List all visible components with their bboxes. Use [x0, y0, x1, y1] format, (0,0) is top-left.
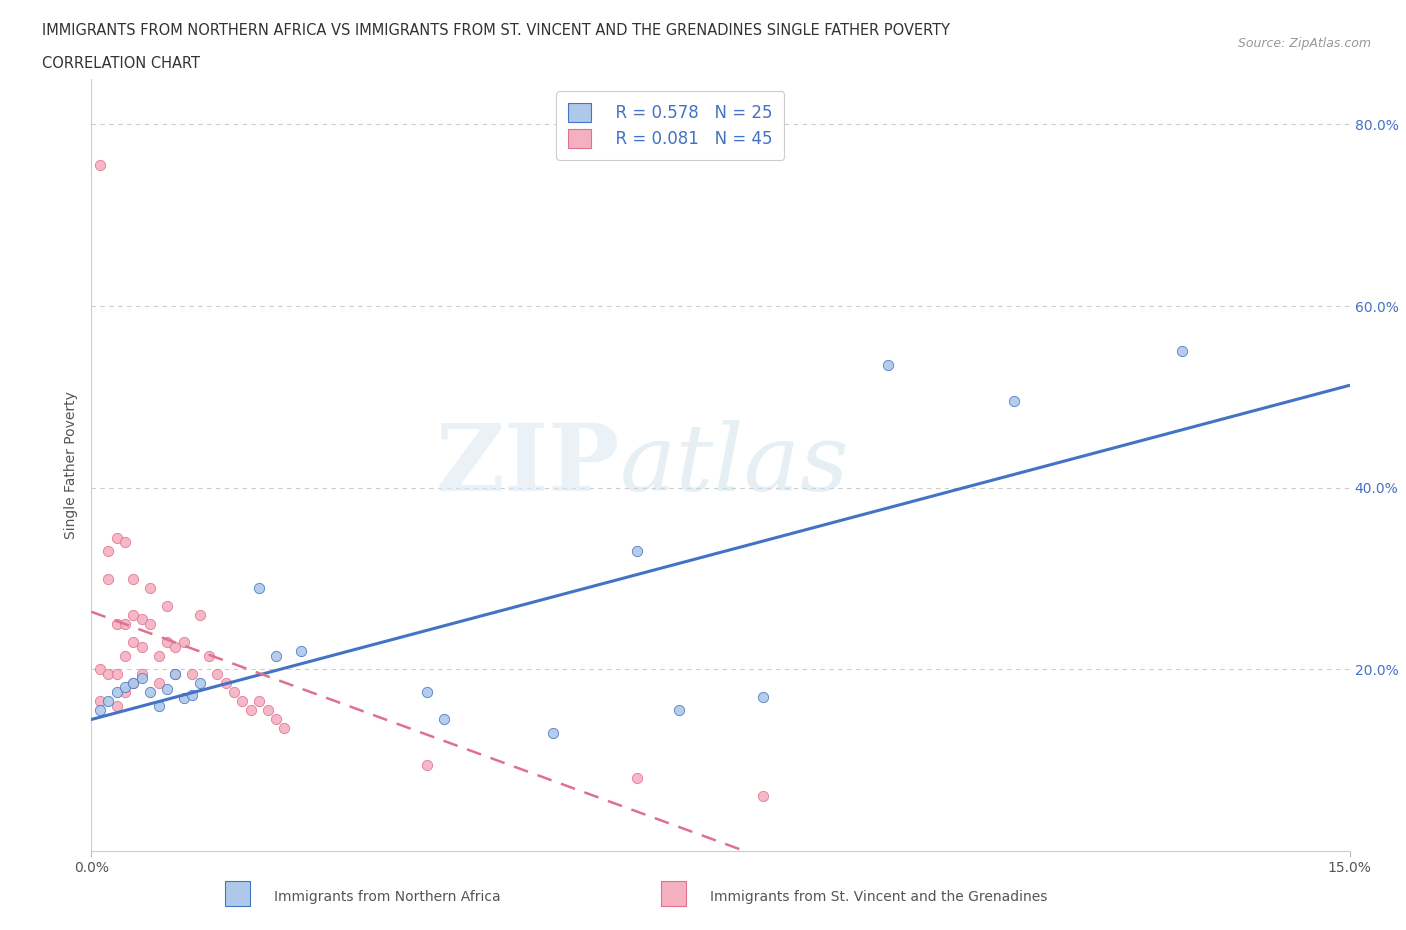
Point — [1171, 344, 1194, 359]
Point — [173, 634, 195, 649]
Point — [173, 691, 195, 706]
Point — [205, 667, 228, 682]
Point — [89, 703, 111, 718]
Point — [97, 667, 120, 682]
Point — [97, 544, 120, 559]
Point — [273, 721, 295, 736]
Point — [105, 698, 128, 713]
Point — [122, 571, 145, 586]
Point — [239, 703, 262, 718]
Point — [190, 675, 212, 690]
Point — [247, 694, 270, 709]
Point — [416, 684, 439, 699]
Point — [751, 689, 773, 704]
Point — [626, 544, 648, 559]
Point — [1002, 394, 1025, 409]
Point — [541, 725, 564, 740]
Point — [114, 648, 136, 663]
Point — [290, 644, 312, 658]
Point — [105, 530, 128, 545]
Text: CORRELATION CHART: CORRELATION CHART — [42, 56, 200, 71]
Point — [105, 617, 128, 631]
Point — [89, 662, 111, 677]
Point — [114, 684, 136, 699]
Point — [247, 580, 270, 595]
Point — [264, 711, 287, 726]
Point — [139, 580, 162, 595]
Point — [89, 694, 111, 709]
Point — [433, 711, 456, 726]
Point — [139, 617, 162, 631]
Point — [416, 757, 439, 772]
Legend:   R = 0.578   N = 25,   R = 0.081   N = 45: R = 0.578 N = 25, R = 0.081 N = 45 — [557, 91, 785, 160]
Text: IMMIGRANTS FROM NORTHERN AFRICA VS IMMIGRANTS FROM ST. VINCENT AND THE GRENADINE: IMMIGRANTS FROM NORTHERN AFRICA VS IMMIG… — [42, 23, 950, 38]
Text: Source: ZipAtlas.com: Source: ZipAtlas.com — [1237, 37, 1371, 50]
Point — [114, 535, 136, 550]
Point — [264, 648, 287, 663]
Point — [122, 675, 145, 690]
Point — [222, 684, 245, 699]
Point — [181, 687, 204, 702]
Point — [97, 571, 120, 586]
Point — [139, 684, 162, 699]
Point — [97, 694, 120, 709]
Point — [122, 607, 145, 622]
Point — [89, 158, 111, 173]
Point — [131, 667, 153, 682]
Point — [131, 671, 153, 685]
Point — [165, 667, 187, 682]
Point — [122, 675, 145, 690]
Point — [256, 703, 278, 718]
Point — [105, 667, 128, 682]
Text: Immigrants from St. Vincent and the Grenadines: Immigrants from St. Vincent and the Gren… — [710, 890, 1047, 905]
Text: atlas: atlas — [620, 420, 849, 510]
Point — [114, 617, 136, 631]
Point — [626, 771, 648, 786]
Point — [190, 607, 212, 622]
Point — [156, 598, 179, 613]
Point — [668, 703, 690, 718]
Point — [148, 675, 170, 690]
Point — [198, 648, 221, 663]
Point — [181, 667, 204, 682]
Point — [148, 698, 170, 713]
Point — [131, 639, 153, 654]
Point — [165, 667, 187, 682]
Point — [148, 648, 170, 663]
Y-axis label: Single Father Poverty: Single Father Poverty — [65, 391, 79, 539]
Text: Immigrants from Northern Africa: Immigrants from Northern Africa — [274, 890, 501, 905]
Point — [122, 634, 145, 649]
Point — [105, 684, 128, 699]
Point — [877, 358, 900, 373]
Point — [131, 612, 153, 627]
Point — [114, 680, 136, 695]
Text: ZIP: ZIP — [436, 420, 620, 510]
Point — [165, 639, 187, 654]
Point — [156, 682, 179, 697]
Point — [751, 789, 773, 804]
Point — [156, 634, 179, 649]
Point — [231, 694, 253, 709]
Point — [214, 675, 236, 690]
